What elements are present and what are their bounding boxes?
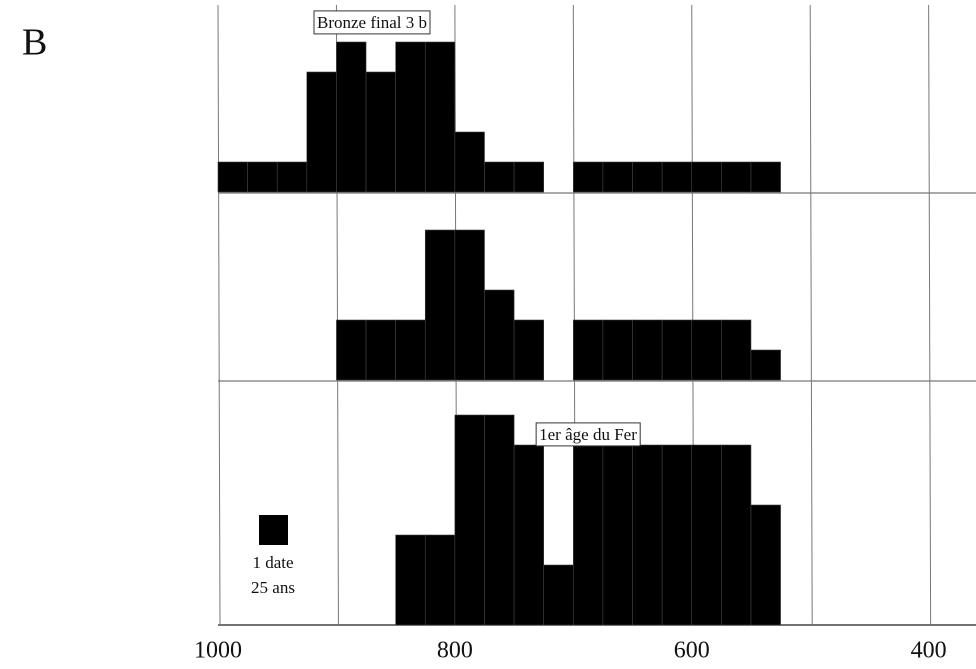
- legend-swatch: [259, 515, 288, 545]
- bar: [217, 161, 248, 193]
- legend-text: 1 date: [252, 553, 293, 572]
- grid-line: [217, 4, 221, 626]
- bar: [602, 161, 633, 193]
- bar: [365, 319, 396, 381]
- bar: [513, 161, 545, 193]
- bar: [247, 161, 278, 193]
- bar: [454, 229, 485, 381]
- bar: [336, 41, 367, 193]
- bar: [750, 349, 781, 381]
- bar: [632, 444, 663, 626]
- bar: [484, 289, 515, 381]
- bar: [454, 414, 485, 626]
- grid-line: [928, 4, 932, 626]
- bar: [573, 161, 604, 193]
- bar: [395, 319, 426, 381]
- bar: [632, 319, 663, 381]
- bar: [424, 41, 456, 193]
- bar: [721, 444, 752, 626]
- bar: [691, 161, 722, 193]
- bar: [602, 319, 633, 381]
- bar: [543, 564, 574, 626]
- legend-text: 25 ans: [251, 578, 295, 597]
- bar: [484, 414, 515, 626]
- x-tick-label: 800: [437, 638, 473, 664]
- bar: [336, 319, 367, 381]
- bar: [721, 319, 752, 381]
- bar: [661, 319, 693, 381]
- x-tick-label: 1000: [194, 638, 242, 664]
- bar: [424, 534, 456, 626]
- bar: [750, 161, 781, 193]
- bar: [365, 71, 396, 193]
- bar: [632, 161, 663, 193]
- bar: [661, 444, 693, 626]
- bar: [573, 444, 604, 626]
- bar: [750, 504, 781, 626]
- bar: [602, 444, 633, 626]
- panel-label: B: [22, 22, 47, 64]
- bar: [395, 41, 426, 193]
- bar: [306, 71, 337, 193]
- annotation: Bronze final 3 b: [317, 13, 427, 32]
- bar: [661, 161, 693, 193]
- bar: [691, 319, 722, 381]
- x-tick-label: 400: [911, 638, 947, 664]
- bar: [454, 131, 485, 193]
- bar: [276, 161, 308, 193]
- bar: [424, 229, 456, 381]
- bar: [513, 319, 545, 381]
- bar: [721, 161, 752, 193]
- bar: [395, 534, 426, 626]
- bar: [484, 161, 515, 193]
- bar: [691, 444, 722, 626]
- bar: [513, 444, 545, 626]
- annotation-box: [313, 10, 431, 35]
- grid-line: [809, 4, 813, 626]
- x-tick-label: 600: [674, 638, 710, 664]
- annotation-box: [535, 422, 641, 447]
- bar: [573, 319, 604, 381]
- annotation: 1er âge du Fer: [539, 425, 637, 444]
